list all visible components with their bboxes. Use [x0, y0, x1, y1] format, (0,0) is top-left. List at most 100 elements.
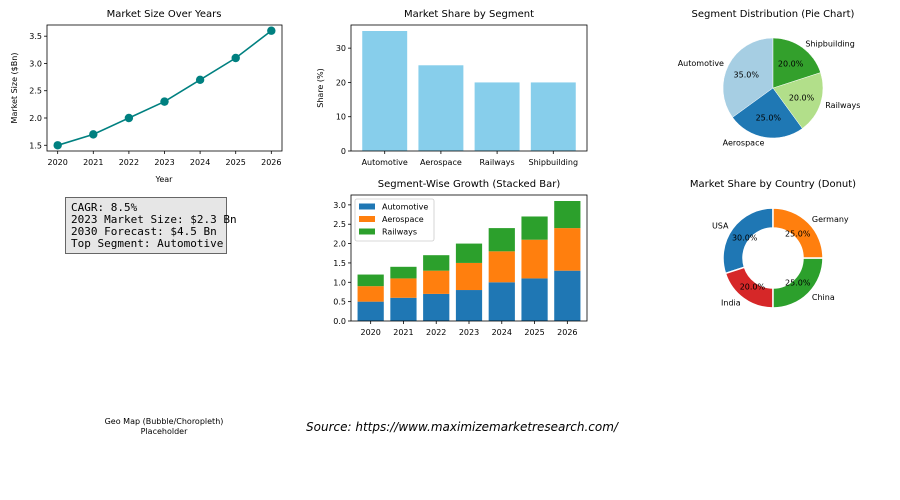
stacked-chart-ytick-label: 1.5 — [333, 259, 346, 268]
pie-chart-slice — [722, 37, 774, 118]
geo-map-placeholder: Geo Map (Bubble/Choropleth) Placeholder — [84, 417, 244, 437]
legend-entry-label: Railways — [382, 228, 417, 237]
stacked-chart-xtick-label: 2022 — [426, 328, 446, 337]
pie-chart-percent-label: 20.0% — [789, 93, 815, 102]
stacked-bar-segment — [521, 239, 548, 279]
stacked-bar-segment — [423, 270, 450, 294]
bar-chart-xtick-label: Aerospace — [420, 158, 462, 167]
legend-entry-label: Aerospace — [382, 215, 424, 224]
line-chart-xtick-label: 2025 — [226, 158, 246, 167]
donut-chart-percent-label: 25.0% — [785, 279, 811, 288]
stacked-bar-segment — [390, 278, 417, 298]
stacked-bar-segment — [455, 290, 483, 321]
line-chart-xtick-label: 2024 — [190, 158, 210, 167]
stacked-chart-ytick-label: 0.5 — [333, 298, 346, 307]
bar-chart-xtick-label: Railways — [480, 158, 515, 167]
line-chart-point — [231, 53, 240, 63]
bar-chart-ytick-label: 30 — [336, 44, 346, 53]
legend-swatch — [359, 228, 375, 235]
stacked-bar-segment — [455, 262, 483, 291]
stacked-bar-chart-growth: Segment-Wise Growth (Stacked Bar) 2020 20… — [333, 179, 588, 337]
stacked-bar-segment — [357, 274, 384, 287]
stacked-chart-title: Segment-Wise Growth (Stacked Bar) — [378, 179, 561, 190]
donut-chart-category-label: Germany — [812, 215, 849, 224]
stacked-bar-segment — [390, 266, 417, 279]
line-chart-ytick-label: 3.0 — [29, 59, 42, 68]
stacked-chart-xtick-label: 2023 — [459, 328, 479, 337]
donut-chart-title: Market Share by Country (Donut) — [690, 179, 856, 190]
bar-chart-ytick-label: 10 — [336, 113, 346, 122]
stacked-bar-segment — [488, 251, 515, 283]
legend-swatch — [359, 203, 375, 210]
bar-chart-market-share: Market Share by Segment Share (%) Automo… — [316, 9, 588, 167]
stacked-chart-xtick-label: 2021 — [393, 328, 413, 337]
summary-line-2030-forecast: 2030 Forecast: $4.5 Bn — [71, 225, 217, 238]
line-chart-xtick-label: 2026 — [261, 158, 281, 167]
bar-chart-title: Market Share by Segment — [404, 9, 534, 20]
bar-chart-bar — [418, 65, 464, 151]
stacked-chart-xtick-label: 2026 — [557, 328, 577, 337]
pie-chart-segment-distribution: Segment Distribution (Pie Chart) Automot… — [678, 9, 861, 147]
stacked-chart-legend: Automotive Aerospace Railways — [354, 198, 435, 242]
donut-chart-category-label: India — [721, 298, 741, 307]
line-chart-xtick-label: 2022 — [119, 158, 139, 167]
pie-chart-category-label: Automotive — [678, 59, 724, 68]
line-chart-series-line — [57, 30, 272, 147]
stacked-chart-frame — [350, 194, 588, 322]
summary-line-2023-size: 2023 Market Size: $2.3 Bn — [71, 213, 237, 226]
donut-chart-category-label: China — [812, 293, 835, 302]
pie-chart-slice — [772, 37, 821, 89]
donut-chart-slice — [772, 207, 824, 259]
donut-chart-percent-label: 20.0% — [740, 282, 766, 291]
stacked-chart-ytick-label: 0.0 — [333, 317, 346, 326]
line-chart-xlabel: Year — [155, 175, 174, 184]
stacked-chart-ytick-label: 1.0 — [333, 278, 346, 287]
stacked-bar-segment — [488, 282, 515, 321]
stacked-bar-segment — [521, 278, 548, 321]
legend-entry-label: Automotive — [382, 203, 428, 212]
line-chart-ytick-label: 2.5 — [29, 87, 42, 96]
stacked-chart-xtick-label: 2025 — [524, 328, 544, 337]
line-chart-title: Market Size Over Years — [107, 9, 222, 20]
line-chart-ylabel: Market Size ($Bn) — [10, 53, 19, 124]
pie-chart-percent-label: 20.0% — [778, 60, 804, 69]
bar-chart-bar — [530, 82, 576, 151]
stacked-bar-segment — [554, 228, 581, 271]
bar-chart-bar — [474, 82, 520, 151]
stacked-bar-segment — [357, 286, 384, 302]
stacked-bar-segment — [554, 201, 581, 229]
summary-box: CAGR: 8.5% 2023 Market Size: $2.3 Bn 203… — [65, 197, 237, 254]
bar-chart-ytick-label: 0 — [341, 147, 346, 156]
line-chart-point — [124, 113, 134, 123]
bar-chart-bar — [362, 31, 408, 151]
stacked-bar-segment — [423, 255, 450, 271]
pie-chart-category-label: Shipbuilding — [805, 40, 855, 49]
stacked-chart-ytick-label: 2.5 — [333, 220, 346, 229]
pie-chart-slice — [732, 87, 803, 139]
donut-chart-percent-label: 25.0% — [785, 229, 811, 238]
donut-chart-category-label: USA — [712, 222, 729, 231]
line-chart-point — [160, 97, 169, 106]
pie-chart-category-label: Aerospace — [723, 138, 765, 147]
bar-chart-xtick-label: Automotive — [362, 158, 408, 167]
pie-chart-category-label: Railways — [825, 101, 860, 110]
bar-chart-ylabel: Share (%) — [316, 68, 325, 107]
geo-map-placeholder-line1: Geo Map (Bubble/Choropleth) — [104, 417, 224, 426]
stacked-bar-segment — [423, 293, 450, 321]
summary-line-top-segment: Top Segment: Automotive — [71, 237, 224, 250]
source-credit: Source: https://www.maximizemarketresear… — [306, 420, 618, 434]
line-chart-xtick-label: 2020 — [48, 158, 68, 167]
line-chart-market-size: Market Size Over Years Year Market Size … — [10, 9, 283, 184]
donut-chart-country-share: Market Share by Country (Donut) USA30.0%… — [690, 179, 856, 309]
line-chart-ytick-label: 1.5 — [29, 141, 42, 150]
stacked-bar-segment — [554, 270, 581, 321]
geo-map-placeholder-line2: Placeholder — [140, 427, 188, 436]
stacked-bar-segment — [390, 297, 417, 321]
line-chart-ytick-label: 3.5 — [29, 32, 42, 41]
line-chart-xtick-label: 2023 — [154, 158, 174, 167]
line-chart-point — [267, 26, 276, 35]
pie-chart-title: Segment Distribution (Pie Chart) — [692, 9, 855, 20]
line-chart-point — [53, 141, 62, 150]
stacked-chart-ytick-label: 3.0 — [333, 201, 346, 210]
